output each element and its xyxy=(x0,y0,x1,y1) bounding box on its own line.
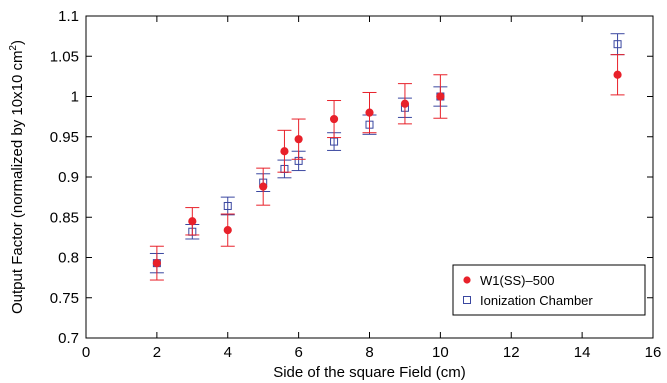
y-tick-label-0-7: 0.7 xyxy=(58,330,79,347)
marker-square xyxy=(223,201,232,210)
legend-label-ionization-chamber: Ionization Chamber xyxy=(480,293,593,308)
legend-marker-w1ss500 xyxy=(463,276,471,284)
marker-circle xyxy=(280,147,289,156)
marker-circle xyxy=(329,114,339,124)
point-w1-ss-500-x3 xyxy=(185,207,200,236)
y-tick-label-1-05: 1.05 xyxy=(50,48,79,65)
y-tick-label-0-75: 0.75 xyxy=(50,290,79,307)
marker-circle xyxy=(152,259,161,268)
marker-square xyxy=(613,40,622,49)
marker-circle xyxy=(223,226,232,235)
x-tick-label-4: 4 xyxy=(224,344,232,361)
marker-circle xyxy=(188,217,197,226)
point-w1-ss-500-x15 xyxy=(610,54,625,96)
x-tick-label-10: 10 xyxy=(432,344,449,361)
x-axis-title: Side of the square Field (cm) xyxy=(273,364,466,381)
x-tick-label-0: 0 xyxy=(82,344,90,361)
x-tick-label-12: 12 xyxy=(503,344,520,361)
y-tick-label-0-9: 0.9 xyxy=(58,169,79,186)
marker-circle xyxy=(294,135,303,144)
point-w1-ss-500-x2 xyxy=(149,245,164,281)
point-w1-ss-500-x8 xyxy=(362,91,377,134)
y-axis-title-main: Output Factor (normalized by 10x10 cm xyxy=(9,51,26,314)
point-w1-ss-500-x9 xyxy=(397,83,412,125)
legend-label-w1ss500: W1(SS)–500 xyxy=(480,273,554,288)
data-layer xyxy=(149,33,625,281)
x-tick-label-2: 2 xyxy=(153,344,161,361)
marker-circle xyxy=(400,99,410,108)
y-tick-label-0-85: 0.85 xyxy=(50,209,79,226)
legend-marker-ionization-chamber xyxy=(463,296,471,304)
point-w1-ss-500-x4 xyxy=(220,213,235,247)
y-tick-label-1: 1 xyxy=(71,89,79,106)
y-axis-title-superscript: 2 xyxy=(8,45,19,51)
y-axis-title-end: ) xyxy=(9,40,26,45)
point-w1-ss-500-x6 xyxy=(291,118,306,160)
point-w1-ss-500-x10 xyxy=(433,74,448,119)
x-tick-label-16: 16 xyxy=(645,344,662,361)
point-ionization-chamber-x4 xyxy=(220,196,235,216)
y-tick-label-1-1: 1.1 xyxy=(58,8,79,25)
y-tick-label-0-95: 0.95 xyxy=(50,129,79,146)
marker-circle xyxy=(436,92,445,101)
marker-circle xyxy=(365,108,374,117)
point-w1-ss-500-x7 xyxy=(327,100,342,139)
point-ionization-chamber-x15 xyxy=(610,33,625,56)
y-axis-title: Output Factor (normalized by 10x10 cm2) xyxy=(8,40,26,314)
point-w1-ss-500-x5-6 xyxy=(277,129,292,173)
axis-ticks: 0 2 4 6 8 10 12 14 16 0.7 0.75 0.8 0.85 0.9 0.95 1 1.05 1… xyxy=(50,8,662,361)
marker-square xyxy=(330,137,339,146)
legend: W1(SS)–500 Ionization Chamber xyxy=(452,264,646,316)
marker-circle xyxy=(613,70,622,79)
x-tick-label-8: 8 xyxy=(365,344,373,361)
x-tick-label-6: 6 xyxy=(294,344,302,361)
legend-box xyxy=(452,264,646,316)
point-w1-ss-500-x5 xyxy=(256,167,271,206)
x-tick-label-14: 14 xyxy=(574,344,591,361)
marker-circle xyxy=(259,182,268,191)
y-tick-label-0-8: 0.8 xyxy=(58,250,79,267)
